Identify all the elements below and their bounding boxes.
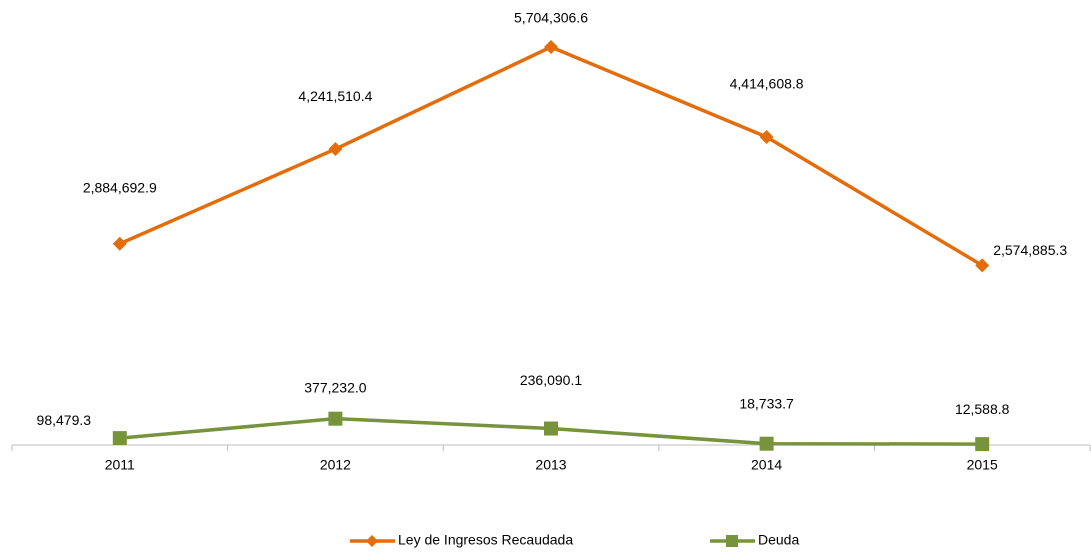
data-point	[544, 40, 558, 54]
x-tick-label: 2013	[535, 457, 566, 473]
legend-marker	[726, 535, 738, 547]
data-point	[975, 437, 990, 452]
x-tick-label: 2012	[320, 457, 351, 473]
data-label: 5,704,306.6	[514, 10, 588, 26]
legend-marker	[366, 535, 378, 547]
series-line	[119, 45, 984, 267]
data-label: 377,232.0	[304, 379, 366, 395]
data-point	[112, 236, 127, 251]
data-point	[328, 142, 343, 157]
data-label: 18,733.7	[739, 395, 794, 411]
data-point	[112, 431, 127, 446]
data-point	[544, 421, 558, 436]
data-label: 4,414,608.8	[730, 76, 804, 92]
data-label: 4,241,510.4	[298, 88, 372, 104]
data-point	[975, 258, 990, 273]
x-tick-label: 2014	[751, 457, 782, 473]
x-tick-label: 2011	[105, 457, 135, 473]
data-label: 98,479.3	[37, 412, 92, 428]
data-label: 2,884,692.9	[83, 179, 157, 195]
legend-label: Ley de Ingresos Recaudada	[398, 532, 573, 548]
data-label: 2,574,885.3	[993, 242, 1067, 258]
legend-label: Deuda	[758, 532, 799, 548]
data-label: 12,588.8	[955, 401, 1010, 417]
data-point	[328, 411, 343, 426]
data-point	[759, 129, 774, 144]
data-point	[759, 436, 774, 451]
data-label: 236,090.1	[520, 372, 582, 388]
x-tick-label: 2015	[967, 457, 998, 473]
